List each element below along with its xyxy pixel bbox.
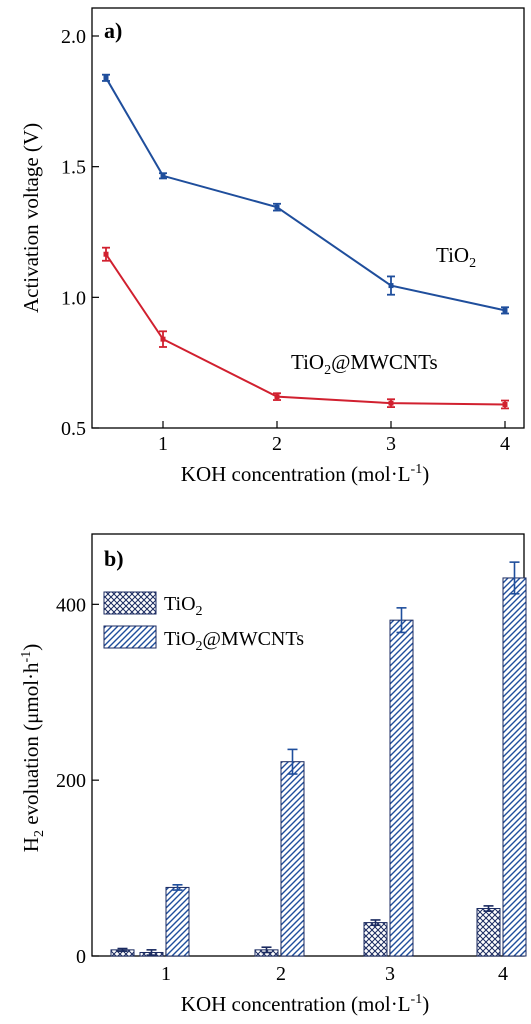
y-tick-label-a: 1.5 xyxy=(61,157,86,179)
panel-label-b: b) xyxy=(104,546,124,571)
data-point xyxy=(103,251,109,257)
legend-swatch-tio2 xyxy=(103,591,157,615)
x-tick-label-b: 4 xyxy=(498,963,508,985)
chart-panel-b: 0 200 400 1 2 3 4 b) TiO2 TiO2@MWCNTs H2 evol… xyxy=(19,533,527,1016)
bar-tio2-mwcnts xyxy=(502,577,527,957)
data-point xyxy=(160,173,166,179)
data-point xyxy=(274,204,280,210)
bar-tio2-mwcnts xyxy=(165,886,190,957)
x-tick-label-b: 2 xyxy=(276,963,286,985)
data-point xyxy=(388,400,394,406)
y-axis-ticks-a: 0.5 1.0 1.5 2.0 xyxy=(61,26,99,440)
bar-tio2-mwcnts xyxy=(389,619,414,957)
y-tick-label-b: 200 xyxy=(56,770,86,792)
chart-panel-a: 0.5 1.0 1.5 2.0 1 2 3 4 a) TiO2 TiO2@MWCNTs Ac… xyxy=(19,7,525,486)
y-tick-label-a: 2.0 xyxy=(61,26,86,48)
x-tick-label-a: 4 xyxy=(500,433,510,455)
legend-swatch-tio2-mwcnts xyxy=(103,625,157,649)
x-axis-ticks-b: 1 2 3 4 xyxy=(161,949,508,985)
y-axis-ticks-b: 0 200 400 xyxy=(56,594,99,968)
x-tick-label-a: 2 xyxy=(272,433,282,455)
data-point xyxy=(502,401,508,407)
data-point xyxy=(388,283,394,289)
bar-tio2 xyxy=(476,908,501,957)
series-line-1 xyxy=(105,253,506,406)
data-point xyxy=(160,336,166,342)
data-point xyxy=(103,75,109,81)
x-tick-label-b: 1 xyxy=(161,963,171,985)
plot-frame-a xyxy=(91,7,525,429)
x-axis-label-a: KOH concentration (mol·L-1) xyxy=(181,462,429,486)
data-point xyxy=(502,307,508,313)
legend-label-tio2: TiO2 xyxy=(164,593,203,619)
y-tick-label-a: 0.5 xyxy=(61,418,86,440)
legend-label-tio2-mwcnts: TiO2@MWCNTs xyxy=(164,628,304,654)
x-tick-label-b: 3 xyxy=(385,963,395,985)
plot-frame-b xyxy=(91,533,525,957)
y-axis-label-a: Activation voltage (V) xyxy=(19,123,43,313)
y-tick-label-b: 400 xyxy=(56,594,86,616)
series-line-0 xyxy=(105,77,506,312)
panel-label-a: a) xyxy=(104,18,122,43)
bar-tio2-mwcnts xyxy=(280,761,305,957)
y-tick-label-b: 0 xyxy=(76,946,86,968)
bar-layer-b xyxy=(110,561,527,957)
y-tick-label-a: 1.0 xyxy=(61,287,86,309)
x-axis-label-b: KOH concentration (mol·L-1) xyxy=(181,992,429,1016)
y-axis-label-b: H2 evoluation (μmol·h-1) xyxy=(19,644,47,852)
data-point xyxy=(274,394,280,400)
legend-b: TiO2 TiO2@MWCNTs xyxy=(103,591,304,654)
x-tick-label-a: 3 xyxy=(386,433,396,455)
x-tick-label-a: 1 xyxy=(158,433,168,455)
series-label-tio2-mwcnts: TiO2@MWCNTs xyxy=(291,350,438,378)
series-label-tio2: TiO2 xyxy=(436,243,476,271)
bar-tio2 xyxy=(363,922,388,957)
series-layer-a xyxy=(102,73,509,410)
x-axis-ticks-a: 1 2 3 4 xyxy=(158,421,510,455)
